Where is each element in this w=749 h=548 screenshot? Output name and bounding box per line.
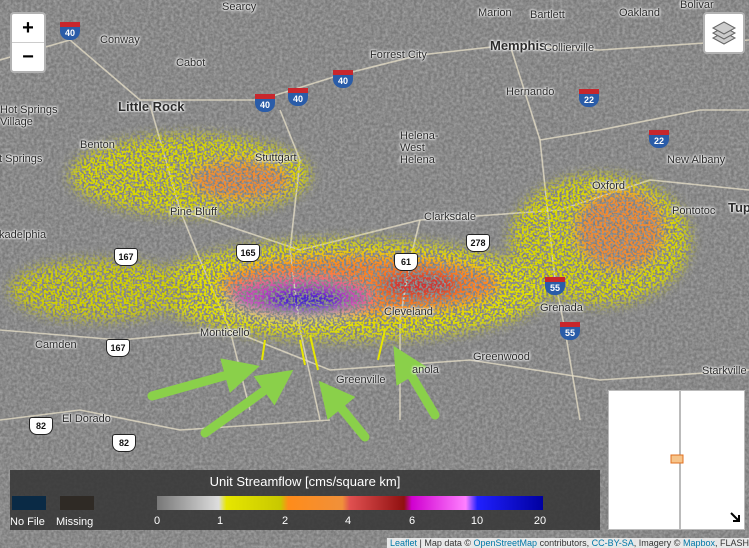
place-label: Starkville <box>702 365 747 377</box>
us-route-shield: 61 <box>394 253 418 271</box>
interstate-shield: 40 <box>60 22 80 40</box>
place-label: Cabot <box>176 57 206 69</box>
place-label: kadelphia <box>0 229 47 241</box>
link[interactable]: CC-BY-SA <box>591 538 634 548</box>
place-label: Bolivar <box>680 0 714 11</box>
swatch-label: Missing <box>56 516 94 528</box>
place-label: Pine Bluff <box>170 206 217 218</box>
place-label: Helena-West Helena <box>400 130 439 166</box>
layers-icon <box>711 21 737 45</box>
interstate-shield: 55 <box>560 322 580 340</box>
place-label: Marion <box>478 7 512 19</box>
zoom-in[interactable]: + <box>22 17 34 39</box>
interstate-shield: 40 <box>255 94 275 112</box>
text: , FLASH <box>714 538 749 548</box>
place-label: anola <box>412 364 439 376</box>
text: | Map data © <box>417 538 474 548</box>
attribution: Leaflet | Map data © OpenStreetMap contr… <box>387 538 749 548</box>
place-label: t Springs <box>0 153 43 165</box>
legend-title: Unit Streamflow [cms/square km] <box>209 474 401 489</box>
place-label: Cleveland <box>384 306 433 318</box>
legend-tick: 20 <box>533 515 547 527</box>
minimap-canvas <box>670 391 740 529</box>
place-label: Camden <box>35 339 77 351</box>
place-label: Benton <box>80 139 115 151</box>
place-label: Oakland <box>619 7 660 19</box>
legend-tick: 4 <box>344 515 352 527</box>
place-label: Grenada <box>540 302 583 314</box>
interstate-shield: 55 <box>545 277 565 295</box>
interstate-shield: 40 <box>333 70 353 88</box>
streamflow-field <box>10 135 690 340</box>
zoom-control: + − <box>10 12 46 73</box>
interstate-shield: 40 <box>288 88 308 106</box>
us-route-shield: 165 <box>236 244 260 262</box>
legend-tick: 0 <box>153 515 161 527</box>
place-label: Hot Springs Village <box>0 104 58 128</box>
link[interactable]: Mapbox <box>682 538 715 548</box>
place-label: Collierville <box>544 42 595 54</box>
us-route-shield: 167 <box>114 248 138 266</box>
place-label: Hernando <box>506 86 555 98</box>
stream-lines <box>261 329 386 371</box>
legend-tick: 1 <box>216 515 224 527</box>
text: contributors, <box>537 538 592 548</box>
us-route-shield: 82 <box>112 434 136 452</box>
place-label: Little Rock <box>118 99 185 114</box>
legend-tick: 2 <box>281 515 289 527</box>
swatch-no-file <box>12 496 46 510</box>
place-label: Greenville <box>336 374 386 386</box>
legend: Unit Streamflow [cms/square km] No File … <box>10 470 600 530</box>
place-label: El Dorado <box>62 413 111 425</box>
place-label: Greenwood <box>473 351 530 363</box>
place-label: New Albany <box>667 154 726 166</box>
place-label: Memphis <box>490 38 547 53</box>
legend-tick: 6 <box>408 515 416 527</box>
color-bar <box>157 496 543 510</box>
place-label: Conway <box>100 34 140 46</box>
place-label: Stuttgart <box>255 152 297 164</box>
us-route-shield: 278 <box>466 234 490 252</box>
place-label: Oxford <box>592 180 626 192</box>
place-label: Pontotoc <box>672 205 716 217</box>
link[interactable]: OpenStreetMap <box>473 538 538 548</box>
interstate-shield: 22 <box>579 89 599 107</box>
arrows <box>147 345 440 442</box>
place-label: Forrest City <box>370 49 427 61</box>
link[interactable]: Leaflet <box>390 538 418 548</box>
legend-tick: 10 <box>470 515 484 527</box>
swatch-missing <box>60 496 94 510</box>
layers-button[interactable] <box>703 12 745 54</box>
place-label: Monticello <box>200 327 250 339</box>
swatch-label: No File <box>10 516 45 528</box>
us-route-shield: 82 <box>29 417 53 435</box>
place-label: Clarksdale <box>424 211 476 223</box>
place-label: Bartlett <box>530 9 565 21</box>
zoom-out[interactable]: − <box>12 42 44 71</box>
interstate-shield: 22 <box>649 130 669 148</box>
place-label: Searcy <box>222 1 257 13</box>
text: , Imagery © <box>633 538 683 548</box>
us-route-shield: 167 <box>106 339 130 357</box>
minimap <box>608 390 745 530</box>
place-label: Tup <box>728 200 749 215</box>
